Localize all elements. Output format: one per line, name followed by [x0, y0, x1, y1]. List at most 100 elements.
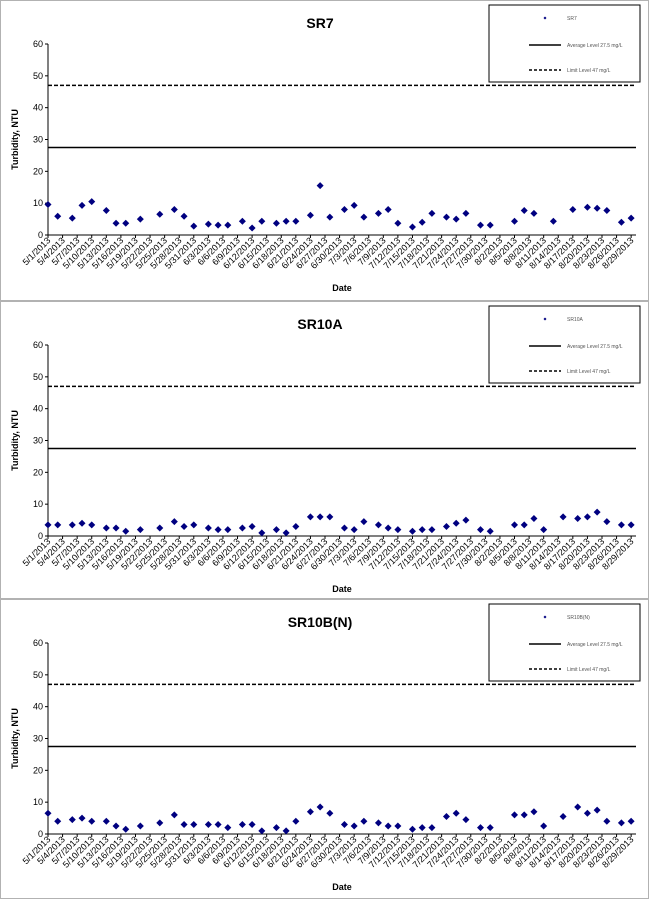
data-point: [374, 521, 382, 529]
data-point: [54, 521, 62, 529]
y-tick-label: 0: [38, 829, 43, 839]
legend-label: Average Level 27.5 mg/L: [567, 344, 623, 350]
data-point: [583, 513, 591, 521]
data-point: [559, 812, 567, 820]
data-point: [520, 521, 528, 529]
data-point: [617, 218, 625, 226]
data-point: [122, 219, 130, 227]
data-point: [384, 206, 392, 214]
data-point: [316, 803, 324, 811]
legend-box: [488, 305, 641, 384]
data-point: [530, 209, 538, 217]
data-point: [190, 222, 198, 230]
y-tick-label: 10: [33, 499, 43, 509]
data-point: [617, 521, 625, 529]
data-point: [136, 526, 144, 534]
data-point: [102, 524, 110, 532]
data-point: [486, 527, 494, 535]
data-point: [374, 209, 382, 217]
data-point: [224, 824, 232, 832]
data-point: [574, 803, 582, 811]
data-point: [180, 212, 188, 220]
data-point: [122, 825, 130, 833]
data-point: [214, 820, 222, 828]
data-point: [394, 822, 402, 830]
data-point: [442, 213, 450, 221]
data-point: [583, 203, 591, 211]
data-point: [559, 513, 567, 521]
y-axis-label: Turbidity, NTU: [10, 708, 20, 769]
legend-label: SR7: [567, 16, 577, 22]
data-point: [156, 210, 164, 218]
data-point: [136, 215, 144, 223]
data-point: [476, 221, 484, 229]
data-point: [292, 817, 300, 825]
data-point: [180, 820, 188, 828]
data-point: [452, 809, 460, 817]
data-point: [511, 217, 519, 225]
data-point: [418, 218, 426, 226]
data-point: [112, 822, 120, 830]
data-point: [204, 820, 212, 828]
data-point: [452, 215, 460, 223]
data-point: [292, 217, 300, 225]
data-point: [603, 817, 611, 825]
data-point: [238, 524, 246, 532]
y-tick-label: 50: [33, 71, 43, 81]
data-point: [442, 812, 450, 820]
data-point: [238, 217, 246, 225]
data-point: [258, 217, 266, 225]
data-point: [258, 529, 266, 537]
y-tick-label: 40: [33, 103, 43, 113]
data-point: [360, 213, 368, 221]
data-point: [452, 519, 460, 527]
data-point: [350, 822, 358, 830]
data-point: [78, 814, 86, 822]
chart-title: SR10A: [297, 316, 342, 332]
data-point: [476, 824, 484, 832]
data-point: [418, 526, 426, 534]
data-point: [593, 508, 601, 516]
y-tick-label: 60: [33, 638, 43, 648]
data-point: [282, 529, 290, 537]
data-point: [486, 824, 494, 832]
data-point: [520, 811, 528, 819]
data-point: [408, 223, 416, 231]
data-point: [593, 806, 601, 814]
data-point: [112, 219, 120, 227]
data-point: [603, 518, 611, 526]
data-point: [360, 518, 368, 526]
data-point: [486, 221, 494, 229]
data-point: [549, 217, 557, 225]
data-point: [476, 526, 484, 534]
data-point: [156, 524, 164, 532]
y-tick-label: 20: [33, 467, 43, 477]
legend-label: Limit Level 47 mg/L: [567, 667, 611, 673]
data-point: [272, 219, 280, 227]
data-point: [394, 526, 402, 534]
data-point: [68, 521, 76, 529]
data-point: [204, 220, 212, 228]
legend-label: Average Level 27.5 mg/L: [567, 642, 623, 648]
data-point: [224, 526, 232, 534]
data-point: [326, 513, 334, 521]
legend-box: [488, 4, 641, 83]
data-point: [540, 822, 548, 830]
data-point: [583, 809, 591, 817]
x-axis-label: Date: [332, 882, 352, 892]
data-point: [136, 822, 144, 830]
x-axis-label: Date: [332, 283, 352, 293]
data-point: [306, 513, 314, 521]
y-tick-label: 40: [33, 404, 43, 414]
data-point: [248, 820, 256, 828]
y-tick-label: 10: [33, 198, 43, 208]
panel-border: [0, 599, 649, 899]
data-point: [88, 521, 96, 529]
data-point: [340, 206, 348, 214]
data-point: [593, 204, 601, 212]
y-tick-label: 20: [33, 765, 43, 775]
data-point: [214, 526, 222, 534]
data-point: [360, 817, 368, 825]
data-point: [462, 816, 470, 824]
